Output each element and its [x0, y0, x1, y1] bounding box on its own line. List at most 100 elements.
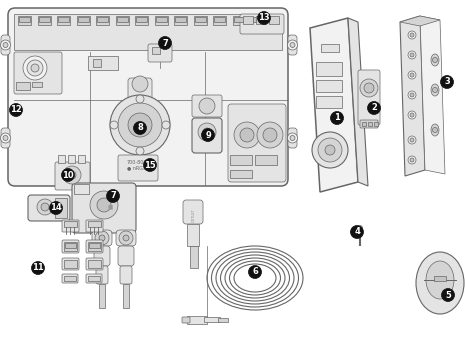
Circle shape — [0, 40, 11, 50]
Circle shape — [410, 53, 414, 57]
Circle shape — [408, 156, 416, 164]
Bar — [78, 155, 85, 163]
Circle shape — [199, 98, 215, 114]
Text: 8: 8 — [137, 124, 143, 133]
Circle shape — [136, 147, 144, 155]
Circle shape — [3, 42, 8, 48]
Polygon shape — [420, 16, 445, 174]
Bar — [16, 82, 30, 90]
Bar — [115, 16, 128, 25]
Polygon shape — [348, 18, 368, 186]
FancyBboxPatch shape — [8, 8, 288, 186]
Circle shape — [318, 138, 342, 162]
Circle shape — [408, 31, 416, 39]
Text: 4: 4 — [354, 228, 360, 237]
Circle shape — [61, 168, 74, 182]
Bar — [187, 316, 207, 324]
Bar — [230, 155, 252, 165]
Text: ■: ■ — [107, 204, 113, 209]
Circle shape — [408, 71, 416, 79]
Circle shape — [432, 88, 438, 92]
Circle shape — [290, 135, 295, 140]
Bar — [88, 242, 101, 251]
Bar — [269, 16, 279, 24]
Circle shape — [410, 113, 414, 117]
Text: 10: 10 — [62, 170, 74, 180]
FancyBboxPatch shape — [148, 44, 172, 62]
Bar — [243, 16, 253, 24]
Circle shape — [432, 57, 438, 63]
Bar — [74, 184, 89, 194]
Bar — [255, 155, 277, 165]
FancyBboxPatch shape — [288, 128, 297, 148]
FancyBboxPatch shape — [1, 35, 10, 55]
Text: 3: 3 — [444, 77, 450, 86]
Bar — [214, 17, 225, 22]
Circle shape — [240, 128, 254, 142]
Bar — [232, 16, 246, 25]
Bar — [434, 276, 446, 281]
Bar — [190, 246, 198, 268]
Bar — [93, 59, 101, 67]
Bar — [88, 56, 118, 70]
Circle shape — [133, 121, 146, 134]
Bar — [175, 17, 186, 22]
Circle shape — [408, 91, 416, 99]
Circle shape — [128, 113, 152, 137]
FancyBboxPatch shape — [62, 240, 79, 253]
Circle shape — [257, 122, 283, 148]
Circle shape — [287, 133, 298, 143]
Bar — [14, 14, 282, 50]
Polygon shape — [400, 16, 425, 176]
Circle shape — [123, 235, 129, 241]
Circle shape — [159, 36, 172, 49]
Bar — [89, 243, 100, 248]
Bar — [65, 243, 76, 248]
Bar — [38, 16, 51, 25]
FancyBboxPatch shape — [192, 95, 222, 117]
Bar — [123, 284, 129, 308]
Circle shape — [31, 64, 39, 72]
FancyBboxPatch shape — [28, 195, 70, 221]
Bar — [64, 221, 77, 227]
Circle shape — [144, 159, 157, 172]
Bar — [230, 170, 252, 178]
Bar — [77, 16, 89, 25]
Bar — [193, 16, 206, 25]
Polygon shape — [310, 18, 358, 192]
FancyBboxPatch shape — [118, 155, 158, 181]
Circle shape — [119, 231, 133, 245]
Text: 15: 15 — [144, 161, 156, 169]
FancyBboxPatch shape — [86, 258, 103, 270]
Bar — [154, 16, 167, 25]
Text: 11: 11 — [32, 264, 44, 273]
Bar — [316, 62, 342, 76]
Circle shape — [408, 111, 416, 119]
Text: 9: 9 — [205, 131, 211, 140]
Bar — [252, 16, 265, 25]
FancyBboxPatch shape — [14, 52, 62, 94]
Text: 5: 5 — [445, 290, 451, 300]
Bar — [362, 122, 366, 126]
Circle shape — [441, 288, 454, 301]
Bar — [155, 17, 166, 22]
Bar — [321, 44, 339, 52]
Circle shape — [367, 102, 380, 114]
Ellipse shape — [431, 124, 439, 136]
Bar — [88, 221, 101, 227]
Bar — [256, 16, 266, 24]
Circle shape — [49, 202, 62, 215]
Bar — [187, 224, 199, 246]
Circle shape — [68, 171, 76, 179]
FancyBboxPatch shape — [118, 246, 134, 266]
Bar — [253, 17, 264, 22]
Bar — [68, 155, 75, 163]
Bar — [58, 155, 65, 163]
Bar — [213, 16, 226, 25]
Bar — [55, 198, 67, 218]
Circle shape — [99, 235, 105, 241]
FancyBboxPatch shape — [1, 128, 10, 148]
FancyBboxPatch shape — [62, 258, 79, 270]
Text: 7: 7 — [162, 38, 168, 48]
Bar — [374, 122, 378, 126]
